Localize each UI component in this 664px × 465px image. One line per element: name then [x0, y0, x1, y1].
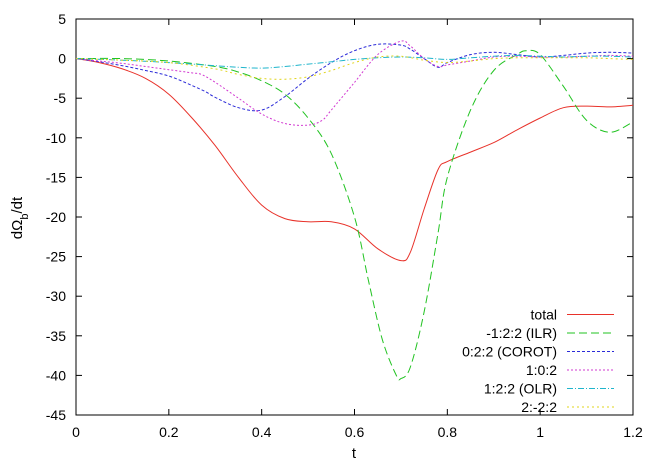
x-tick-label: 1	[536, 424, 544, 440]
x-tick-label: 1.2	[623, 424, 643, 440]
legend-label-5: 2:-2:2	[521, 399, 557, 415]
y-tick-label: 0	[58, 51, 66, 67]
series-line-4	[75, 54, 634, 69]
legend-label-4: 1:2:2 (OLR)	[484, 381, 557, 397]
y-tick-label: 5	[58, 11, 66, 27]
x-axis-title: t	[352, 445, 357, 462]
x-tick-label: 0.8	[438, 424, 458, 440]
x-tick-label: 0.4	[252, 424, 272, 440]
y-tick-label: -15	[46, 169, 66, 185]
y-tick-label: -40	[46, 367, 66, 383]
x-tick-label: 0.2	[159, 424, 179, 440]
series-line-0	[75, 58, 634, 262]
axis-ticks: 0 0.2 0.4 0.6 0.8 1 1.2 5 0 -5 -10 -15 -20 -25 -30 -35 -…	[46, 11, 643, 440]
legend-label-0: total	[531, 307, 557, 323]
x-tick-label: 0.6	[345, 424, 365, 440]
y-tick-label: -30	[46, 288, 66, 304]
x-tick-label: 0	[72, 424, 80, 440]
y-tick-label: -25	[46, 249, 66, 265]
series-line-5	[75, 55, 634, 80]
y-tick-label: -20	[46, 209, 66, 225]
y-tick-label: -45	[46, 407, 66, 423]
legend: total -1:2:2 (ILR) 0:2:2 (COROT) 1:0:2 1:2:2…	[462, 307, 614, 415]
legend-label-1: -1:2:2 (ILR)	[486, 325, 557, 341]
y-axis-title: dΩb/dt	[9, 196, 31, 239]
legend-label-2: 0:2:2 (COROT)	[462, 344, 557, 360]
y-tick-label: -10	[46, 130, 66, 146]
series-line-1	[75, 49, 634, 381]
series-lines	[75, 40, 634, 381]
legend-label-3: 1:0:2	[526, 362, 557, 378]
y-tick-label: -5	[54, 90, 67, 106]
y-tick-label: -35	[46, 328, 66, 344]
series-line-3	[75, 40, 634, 126]
series-line-2	[75, 43, 634, 112]
